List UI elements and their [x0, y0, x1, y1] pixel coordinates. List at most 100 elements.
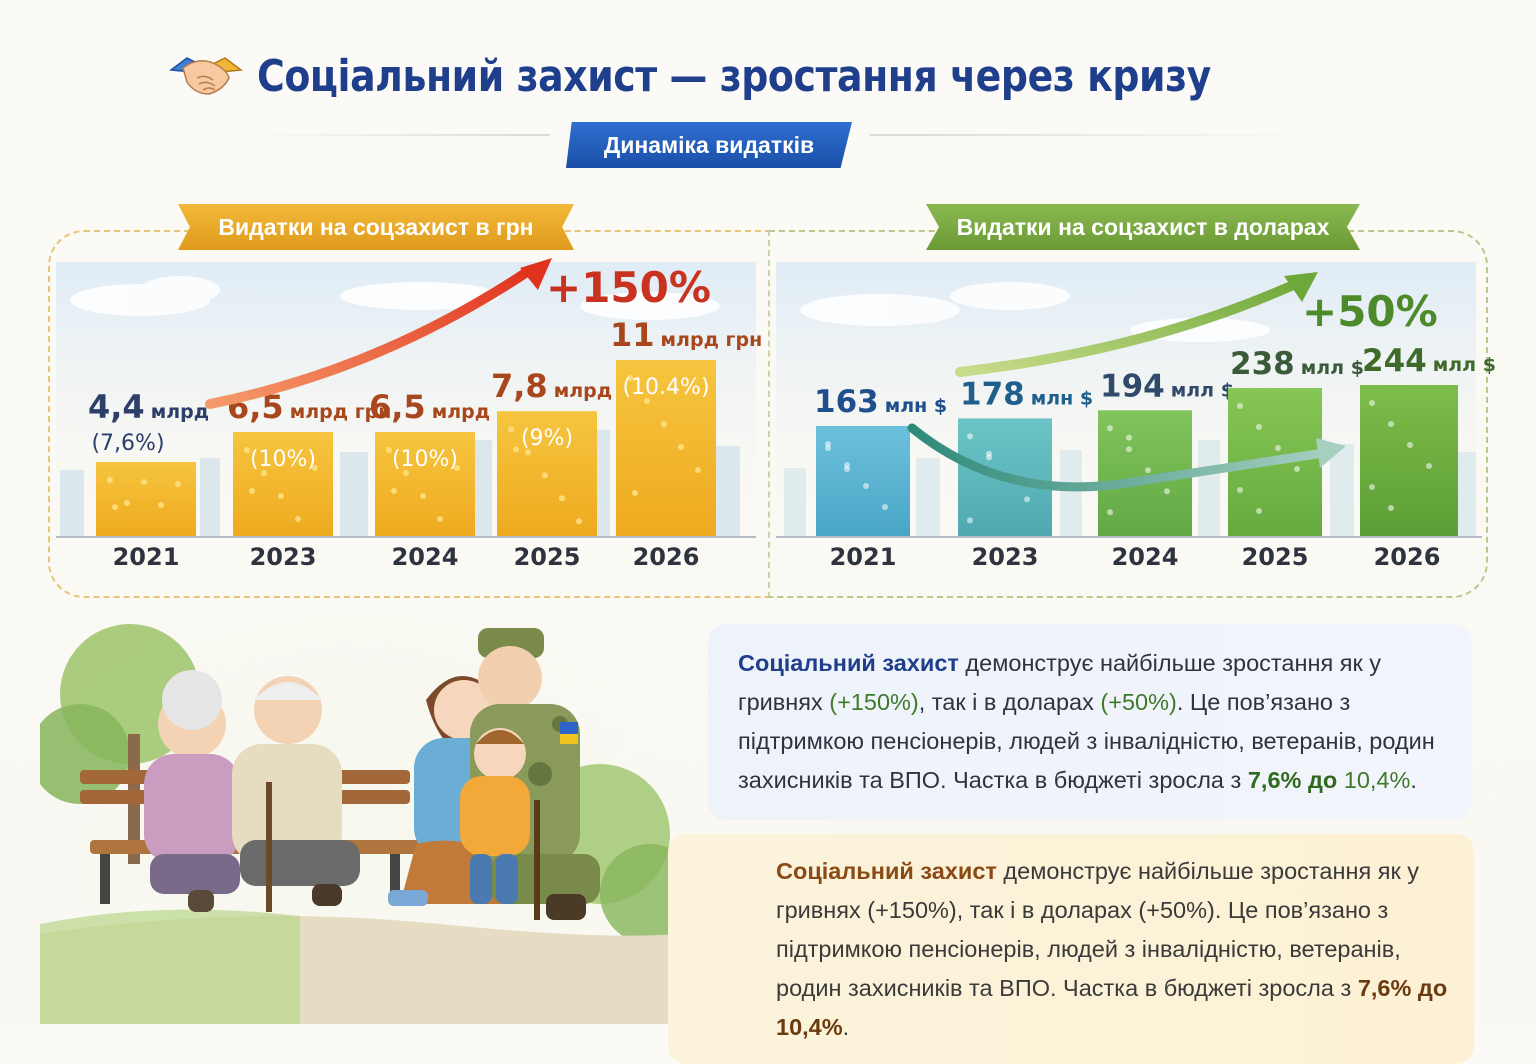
chart-usd: 2021 163 млн $ 2023 178 млн $ 2024 194 млл $ 2025… [814, 343, 1496, 571]
bar-sparkle [454, 465, 460, 471]
bar-sparkle [1107, 509, 1113, 516]
chart-title-usd-text: Видатки на соцзахист в доларах [956, 213, 1330, 240]
page-title: Соціальний захист — зростання через криз… [257, 50, 1212, 102]
bar-sparkle [967, 433, 973, 440]
description-card-1: Соціальний захист демонструє найбільше з… [708, 624, 1472, 820]
bar-sparkle [661, 421, 667, 427]
child [460, 728, 530, 904]
desc-1-part2: , так і в доларах [918, 689, 1101, 715]
bar-sparkle [508, 426, 514, 433]
bar-sparkle [627, 375, 633, 381]
value-label-grn-2026: 11 млрд грн [610, 316, 762, 354]
description-card-2: Соціальний захист демонструє найбільше з… [668, 834, 1474, 1064]
family-illustration [40, 604, 680, 1024]
desc-1-usd: (+50%) [1100, 689, 1177, 715]
desc-2-mid: до [1411, 975, 1448, 1001]
desc-2-part2: , так і в доларах [956, 897, 1139, 923]
chart-title-usd: Видатки на соцзахист в доларах [926, 204, 1360, 250]
city-usd [784, 440, 1476, 536]
desc-2-end: . [842, 1014, 850, 1040]
bar-sparkle [249, 488, 255, 494]
bar-sparkle [112, 504, 118, 510]
desc-2-lead: Соціальний захист [776, 858, 997, 884]
elderly-man [232, 676, 360, 912]
bar-sparkle [1369, 400, 1375, 406]
value-label-usd-2026: 244 млл $ [1362, 343, 1496, 379]
bar-sparkle [513, 446, 519, 453]
title-row: Соціальний захист — зростання через криз… [0, 44, 1536, 108]
share-label-grn-2021: (7,6%) [91, 431, 164, 456]
desc-1-mid: до [1301, 767, 1344, 793]
bar-sparkle [882, 504, 888, 510]
bar-sparkle [1145, 467, 1151, 474]
bar-sparkle [1256, 424, 1262, 431]
desc-1-part3: . Це пов’язано з підтримкою пенсіонерів,… [738, 689, 1435, 793]
bar-sparkle [278, 493, 284, 499]
bar-sparkle [1407, 442, 1413, 448]
growth-label-grn: +150% [546, 263, 711, 312]
bar-usd-2026 [1360, 385, 1458, 536]
trend-arrow-usd-head [1316, 438, 1346, 468]
elderly-woman [144, 670, 240, 912]
share-label-grn-2025: (9%) [521, 426, 573, 451]
growth-arrow-grn [205, 265, 535, 409]
subtitle-ribbon: Динаміка видатків [566, 122, 852, 168]
clouds [70, 276, 1270, 342]
bar-grn-2021 [96, 462, 196, 536]
desc-1-to: 10,4% [1343, 767, 1411, 793]
bar-sparkle [244, 447, 250, 453]
bar-sparkle [1294, 466, 1300, 473]
bar-sparkle [1388, 421, 1394, 427]
bar-sparkle [576, 518, 582, 525]
bar-usd-2021 [816, 426, 910, 536]
chart-title-grn-text: Видатки на соцзахист в грн [218, 213, 534, 240]
handshake-icon [169, 57, 244, 95]
bar-sparkle [986, 450, 992, 457]
x-tick-grn-2026: 2026 [633, 543, 700, 571]
desc-2-grn: (+150%) [867, 897, 957, 923]
bar-sparkle [1126, 446, 1132, 453]
growth-arrow-grn-head [520, 258, 552, 290]
bar-sparkle [1024, 496, 1030, 503]
bar-sparkle [632, 490, 638, 496]
bar-sparkle [403, 470, 409, 476]
desc-2-usd: (+50%) [1138, 897, 1215, 923]
bar-sparkle [967, 517, 973, 524]
bar-sparkle [825, 445, 831, 451]
x-tick-usd-2023: 2023 [972, 543, 1039, 571]
x-tick-usd-2024: 2024 [1112, 543, 1179, 571]
share-label-grn-2026: (10.4%) [622, 375, 709, 400]
grass [40, 909, 300, 1024]
bar-sparkle [295, 516, 301, 522]
desc-1-end: . [1410, 767, 1417, 793]
growth-arrow-usd-head [1284, 272, 1318, 302]
value-label-usd-2021: 163 млн $ [814, 384, 947, 420]
desc-1-part1: демонструє найбільше зростання як у грив… [738, 650, 1381, 715]
bar-sparkle [525, 449, 531, 456]
bar-sparkle [1388, 505, 1394, 511]
bar-sparkle [1275, 445, 1281, 452]
bar-sparkle [158, 502, 164, 508]
x-tick-grn-2024: 2024 [392, 543, 459, 571]
bar-sparkle [1369, 484, 1375, 490]
bar-sparkle [1107, 425, 1113, 432]
subtitle-text: Динаміка видатків [603, 131, 815, 158]
bar-sparkle [107, 477, 113, 483]
share-label-grn-2023: (10%) [250, 447, 316, 472]
bar-sparkle [312, 465, 318, 471]
value-label-usd-2025: 238 млл $ [1230, 346, 1364, 382]
growth-label-usd: +50% [1302, 287, 1438, 336]
bar-sparkle [386, 447, 392, 453]
bar-sparkle [695, 467, 701, 473]
x-tick-grn-2023: 2023 [250, 543, 317, 571]
bar-sparkle [1237, 403, 1243, 410]
growth-arrow-usd [955, 277, 1305, 377]
value-label-usd-2023: 178 млн $ [960, 376, 1093, 412]
desc-2-part1: демонструє найбільше зростання як у грив… [776, 858, 1419, 923]
bar-sparkle [1256, 508, 1262, 515]
bar-sparkle [844, 466, 850, 472]
bar-sparkle [124, 500, 130, 506]
bar-sparkle [141, 479, 147, 485]
